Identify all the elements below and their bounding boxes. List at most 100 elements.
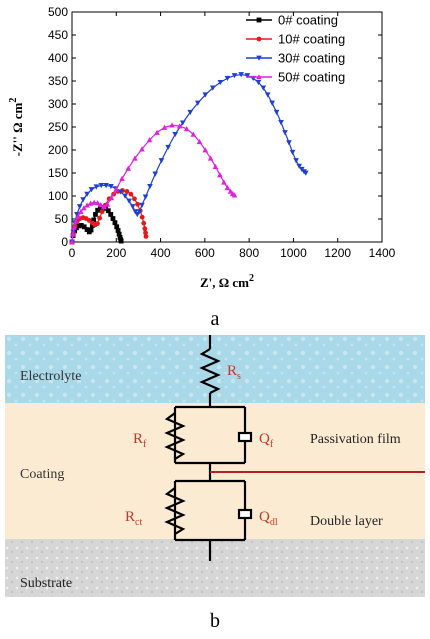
x-tick-label: 0 [69,246,76,260]
data-point-2 [255,79,262,86]
data-point-1 [97,215,103,221]
data-point-2 [278,120,284,126]
data-point-2 [289,149,296,156]
caption-a: a [210,308,220,330]
data-point-3 [119,175,125,181]
y-axis-label: -Z'' Ω cm2 [8,98,25,157]
zone-label-electrolyte: Electrolyte [20,369,81,384]
data-point-2 [76,204,83,210]
data-point-1 [143,234,149,239]
data-point-3 [94,200,101,206]
data-point-3 [231,192,238,198]
data-point-0 [81,224,87,230]
x-tick-label: 800 [239,246,259,260]
data-point-2 [74,212,80,218]
data-point-2 [202,92,209,98]
data-point-0 [93,212,98,217]
rct-resistor [164,487,186,535]
data-point-2 [80,197,86,203]
y-tick-label: 150 [48,166,68,180]
data-point-3 [202,147,209,153]
label-rs: Rs [227,363,241,382]
data-point-3 [104,201,111,207]
y-tick-label: 350 [48,74,68,88]
data-point-2 [217,79,224,86]
data-point-3 [176,123,183,129]
data-point-2 [244,73,251,79]
eis-nyquist-chart: 0 200 400 600 800 1000 1200 1400 0 50 100 150 200 250… [8,5,396,290]
x-tick-label: 1000 [280,246,307,260]
data-point-3 [190,131,197,137]
data-point-2 [293,158,299,164]
data-point-2 [139,202,145,208]
data-point-3 [196,138,203,145]
y-tick-label: 400 [48,51,68,65]
circuit [164,335,253,561]
zone-label-substrate: Substrate [20,576,72,591]
data-point-2 [147,183,153,190]
data-point-2 [136,209,143,215]
data-point-3 [84,202,90,208]
legend-label-3: 50# coating [278,70,345,85]
data-point-1 [132,196,137,202]
y-tick-label: 0 [61,235,68,249]
data-point-3 [221,179,227,185]
label-rf: Rf [133,431,147,450]
legend-marker-2 [256,55,262,61]
equivalent-circuit-diagram: Electrolyte Coating Substrate Rs Rf Qf R… [5,335,425,597]
data-point-0 [78,223,84,228]
data-point-0 [97,205,103,211]
data-point-0 [108,212,114,217]
data-point-2 [194,100,201,106]
data-point-3 [71,224,78,230]
data-point-0 [118,238,124,244]
data-point-1 [124,189,130,194]
rf-resistor [164,412,186,460]
data-point-3 [183,126,190,132]
data-point-0 [88,227,94,233]
data-point-1 [139,214,145,220]
data-point-3 [73,218,79,224]
legend-marker-1 [256,36,262,42]
data-point-1 [143,230,148,236]
rs-resistor [199,348,221,394]
data-point-2 [117,189,124,195]
data-point-0 [105,208,111,214]
data-point-3 [146,137,153,143]
data-point-3 [217,172,223,178]
data-point-3 [224,184,231,191]
label-qf: Qf [259,431,274,450]
annotation-passivation: Passivation film [310,432,401,447]
data-point-3 [161,124,168,130]
data-point-2 [303,170,309,176]
data-point-1 [86,217,92,223]
plot-frame [71,11,383,243]
data-point-1 [135,201,140,207]
data-point-2 [179,120,186,126]
data-point-3 [139,146,145,152]
data-point-2 [165,144,171,151]
data-point-0 [115,228,121,233]
series-line-2 [71,73,307,243]
data-point-3 [101,203,107,209]
y-tick-label: 250 [48,120,68,134]
data-point-3 [169,122,175,128]
qdl-element [237,508,253,520]
data-point-2 [84,191,90,197]
data-point-3 [91,199,97,205]
y-tick-label: 450 [48,28,68,42]
data-point-2 [158,158,165,164]
data-point-2 [93,184,100,190]
data-point-0 [76,223,82,229]
data-point-2 [210,85,216,91]
data-point-3 [81,205,87,211]
x-axis-label: Z', Ω cm2 [200,273,254,290]
data-point-2 [260,85,267,91]
data-point-0 [116,231,122,237]
data-point-0 [112,220,118,226]
data-point-2 [269,100,275,106]
legend-marker-3 [256,74,262,80]
data-point-2 [98,183,105,189]
legend-label-2: 30# coating [278,51,345,66]
data-point-0 [114,224,120,230]
